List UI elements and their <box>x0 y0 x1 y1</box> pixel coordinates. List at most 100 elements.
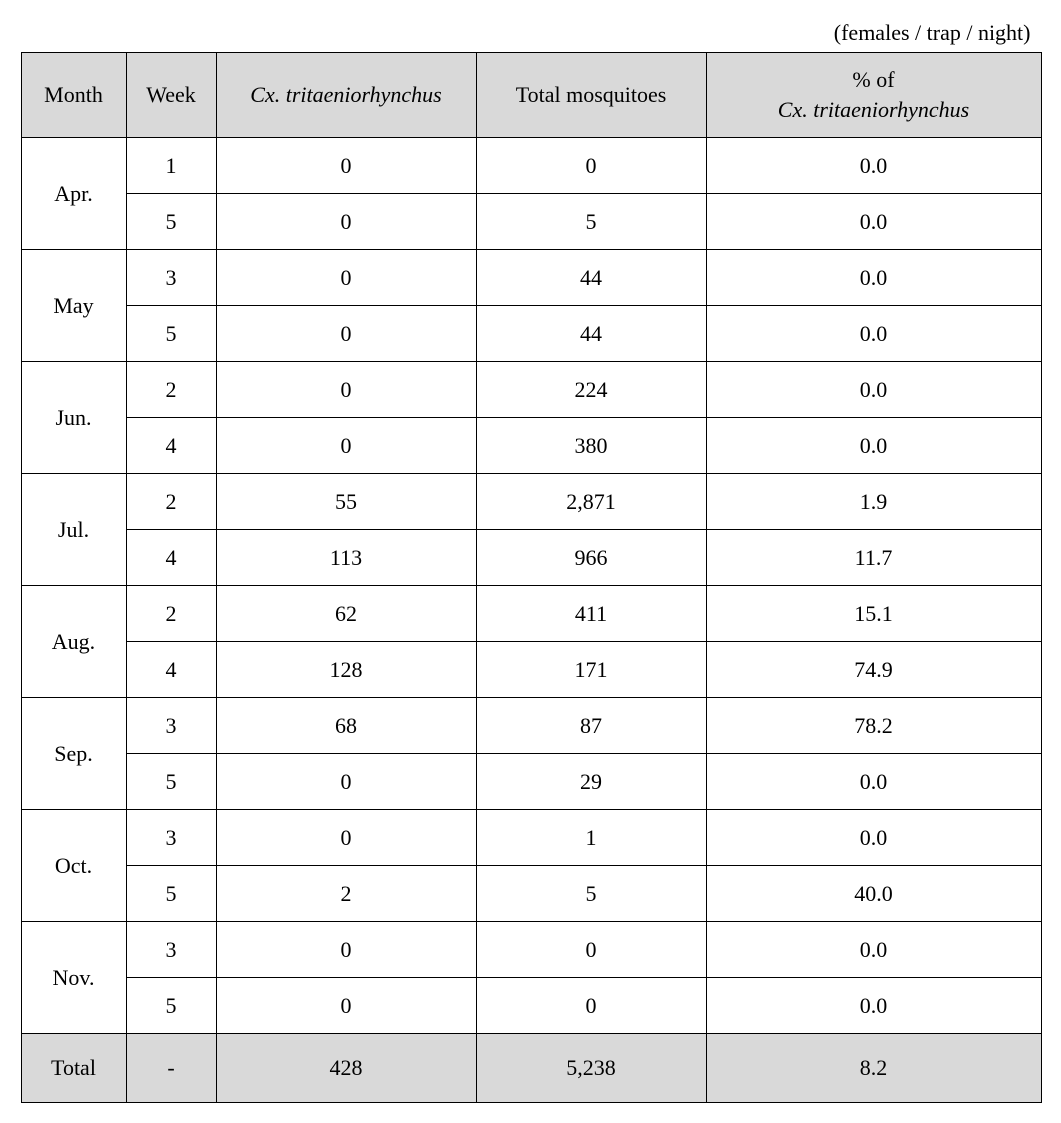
cell-cx: 0 <box>216 250 476 306</box>
cell-month: Nov. <box>21 922 126 1034</box>
cell-week: 5 <box>126 194 216 250</box>
col-cx-label: Cx. tritaeniorhynchus <box>250 82 441 107</box>
cell-cx: 0 <box>216 418 476 474</box>
cell-pct: 1.9 <box>706 474 1041 530</box>
cell-cx: 2 <box>216 866 476 922</box>
col-cx: Cx. tritaeniorhynchus <box>216 53 476 138</box>
cell-total: 2,871 <box>476 474 706 530</box>
table-row: 412817174.9 <box>21 642 1041 698</box>
cell-pct: 0.0 <box>706 194 1041 250</box>
cell-cx: 128 <box>216 642 476 698</box>
cell-month: Sep. <box>21 698 126 810</box>
cell-total: 0 <box>476 138 706 194</box>
cell-pct: 0.0 <box>706 138 1041 194</box>
cell-month: Jun. <box>21 362 126 474</box>
cell-pct: 78.2 <box>706 698 1041 754</box>
col-total: Total mosquitoes <box>476 53 706 138</box>
table-row: 52540.0 <box>21 866 1041 922</box>
cell-pct: 0.0 <box>706 250 1041 306</box>
table-row: Apr.1000.0 <box>21 138 1041 194</box>
table-row: Jun.202240.0 <box>21 362 1041 418</box>
cell-week: 5 <box>126 978 216 1034</box>
cell-week: 3 <box>126 250 216 306</box>
table-row: Sep.3688778.2 <box>21 698 1041 754</box>
cell-week: 4 <box>126 642 216 698</box>
cell-total: 224 <box>476 362 706 418</box>
cell-month: Aug. <box>21 586 126 698</box>
cell-pct: 0.0 <box>706 306 1041 362</box>
col-pct-line1: % of <box>852 67 894 92</box>
cell-total: 380 <box>476 418 706 474</box>
table-row: 50290.0 <box>21 754 1041 810</box>
cell-week: - <box>126 1034 216 1103</box>
cell-pct: 0.0 <box>706 754 1041 810</box>
total-row: Total-4285,2388.2 <box>21 1034 1041 1103</box>
cell-pct: 0.0 <box>706 362 1041 418</box>
cell-cx: 0 <box>216 194 476 250</box>
table-row: 411396611.7 <box>21 530 1041 586</box>
cell-cx: 0 <box>216 138 476 194</box>
cell-total: 44 <box>476 306 706 362</box>
cell-week: 4 <box>126 530 216 586</box>
mosquito-table: Month Week Cx. tritaeniorhynchus Total m… <box>21 52 1042 1103</box>
cell-week: 2 <box>126 586 216 642</box>
table-row: Jul.2552,8711.9 <box>21 474 1041 530</box>
cell-total: 1 <box>476 810 706 866</box>
cell-pct: 8.2 <box>706 1034 1041 1103</box>
col-month: Month <box>21 53 126 138</box>
cell-month: Total <box>21 1034 126 1103</box>
cell-week: 4 <box>126 418 216 474</box>
cell-total: 29 <box>476 754 706 810</box>
cell-cx: 0 <box>216 978 476 1034</box>
table-row: Nov.3000.0 <box>21 922 1041 978</box>
cell-cx: 0 <box>216 306 476 362</box>
table-row: May30440.0 <box>21 250 1041 306</box>
table-row: 5050.0 <box>21 194 1041 250</box>
cell-week: 5 <box>126 866 216 922</box>
cell-total: 44 <box>476 250 706 306</box>
cell-total: 0 <box>476 922 706 978</box>
cell-month: Oct. <box>21 810 126 922</box>
cell-week: 5 <box>126 754 216 810</box>
cell-month: Jul. <box>21 474 126 586</box>
cell-total: 5,238 <box>476 1034 706 1103</box>
cell-week: 2 <box>126 362 216 418</box>
cell-cx: 68 <box>216 698 476 754</box>
cell-week: 5 <box>126 306 216 362</box>
cell-pct: 0.0 <box>706 922 1041 978</box>
cell-pct: 11.7 <box>706 530 1041 586</box>
col-pct: % of Cx. tritaeniorhynchus <box>706 53 1041 138</box>
header-row: Month Week Cx. tritaeniorhynchus Total m… <box>21 53 1041 138</box>
cell-total: 966 <box>476 530 706 586</box>
cell-month: May <box>21 250 126 362</box>
cell-pct: 0.0 <box>706 978 1041 1034</box>
cell-week: 3 <box>126 698 216 754</box>
cell-cx: 113 <box>216 530 476 586</box>
cell-month: Apr. <box>21 138 126 250</box>
table-caption: (females / trap / night) <box>21 20 1031 46</box>
cell-cx: 0 <box>216 810 476 866</box>
cell-cx: 0 <box>216 362 476 418</box>
cell-week: 3 <box>126 810 216 866</box>
cell-cx: 0 <box>216 754 476 810</box>
cell-total: 5 <box>476 194 706 250</box>
cell-total: 87 <box>476 698 706 754</box>
cell-week: 3 <box>126 922 216 978</box>
col-pct-line2: Cx. tritaeniorhynchus <box>778 97 969 122</box>
cell-pct: 0.0 <box>706 810 1041 866</box>
cell-total: 0 <box>476 978 706 1034</box>
cell-cx: 62 <box>216 586 476 642</box>
cell-pct: 15.1 <box>706 586 1041 642</box>
cell-total: 171 <box>476 642 706 698</box>
cell-week: 2 <box>126 474 216 530</box>
cell-pct: 74.9 <box>706 642 1041 698</box>
cell-total: 411 <box>476 586 706 642</box>
cell-pct: 40.0 <box>706 866 1041 922</box>
table-row: Aug.26241115.1 <box>21 586 1041 642</box>
cell-cx: 0 <box>216 922 476 978</box>
cell-cx: 428 <box>216 1034 476 1103</box>
cell-week: 1 <box>126 138 216 194</box>
table-row: 50440.0 <box>21 306 1041 362</box>
table-row: Oct.3010.0 <box>21 810 1041 866</box>
cell-cx: 55 <box>216 474 476 530</box>
